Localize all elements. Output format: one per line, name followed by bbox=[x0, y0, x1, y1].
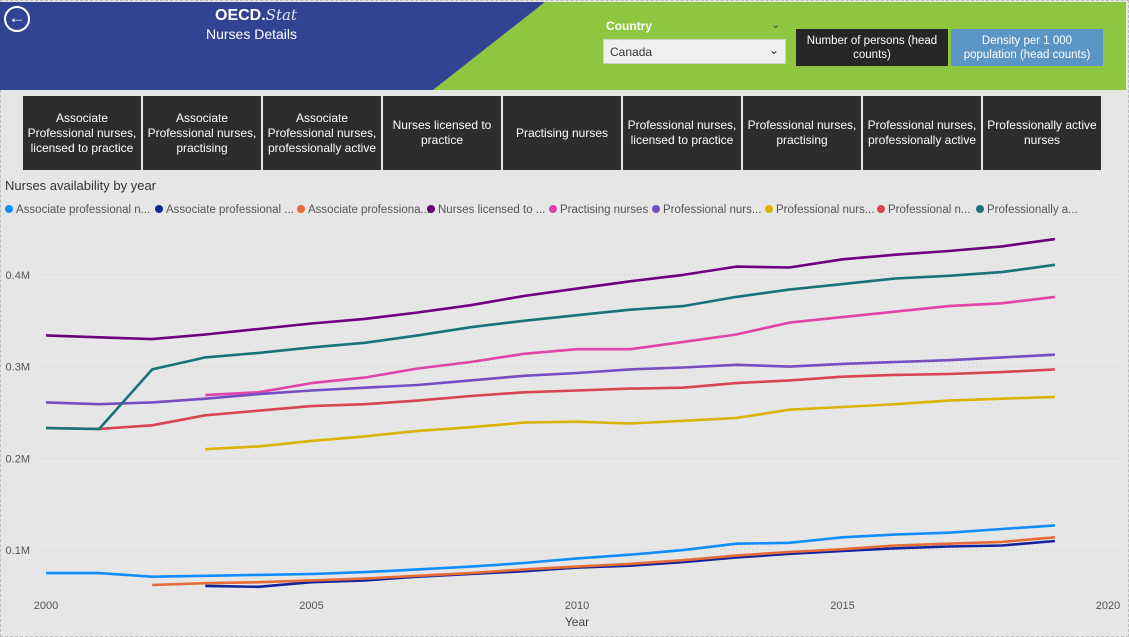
legend-label: Professionally a... bbox=[987, 204, 1078, 216]
series-line-1[interactable] bbox=[205, 539, 1056, 589]
category-button[interactable]: Associate Professional nurses, professio… bbox=[263, 96, 381, 170]
category-button[interactable]: Professionally active nurses bbox=[983, 96, 1101, 170]
chevron-down-icon[interactable]: ⌄ bbox=[771, 19, 781, 31]
x-axis-title: Year bbox=[565, 615, 589, 629]
y-tick-label: 0.3M bbox=[6, 362, 30, 374]
oecd-stat-logo: OECD.Stat bbox=[215, 6, 297, 24]
x-tick-label: 2000 bbox=[34, 600, 58, 612]
series-line-6[interactable] bbox=[205, 395, 1055, 451]
x-tick-label: 2005 bbox=[299, 600, 323, 612]
measure-button-head-counts[interactable]: Number of persons (head counts) bbox=[796, 29, 948, 66]
legend-item[interactable]: Associate professional n... bbox=[5, 204, 150, 216]
legend-label: Practising nurses bbox=[560, 204, 649, 216]
legend-label: Professional nurs... bbox=[776, 204, 875, 216]
category-button[interactable]: Nurses licensed to practice bbox=[383, 96, 501, 170]
legend-dot bbox=[976, 205, 984, 213]
x-tick-label: 2010 bbox=[565, 600, 589, 612]
legend-dot bbox=[877, 205, 885, 213]
category-button[interactable]: Practising nurses bbox=[503, 96, 621, 170]
y-tick-label: 0.2M bbox=[6, 453, 30, 465]
x-tick-label: 2020 bbox=[1096, 600, 1120, 612]
legend-label: Professional n... bbox=[888, 204, 971, 216]
legend-item[interactable]: Professionally a... bbox=[976, 204, 1078, 216]
header-blue-band bbox=[0, 2, 545, 90]
legend-dot bbox=[549, 205, 557, 213]
category-button[interactable]: Associate Professional nurses, licensed … bbox=[23, 96, 141, 170]
y-tick-label: 0.1M bbox=[6, 545, 30, 557]
category-button[interactable]: Associate Professional nurses, practisin… bbox=[143, 96, 261, 170]
legend-dot bbox=[652, 205, 660, 213]
back-arrow-icon[interactable]: ← bbox=[4, 6, 30, 32]
legend-dot bbox=[5, 205, 13, 213]
series-line-8[interactable] bbox=[45, 263, 1056, 431]
country-selected-value: Canada bbox=[610, 45, 653, 59]
legend-dot bbox=[765, 205, 773, 213]
legend-item[interactable]: Associate professiona... bbox=[297, 204, 430, 216]
category-button[interactable]: Professional nurses, licensed to practic… bbox=[623, 96, 741, 170]
chart-legend: Associate professional n... Associate pr… bbox=[5, 204, 1125, 220]
legend-item[interactable]: Nurses licensed to ... bbox=[427, 204, 545, 216]
series-line-3[interactable] bbox=[45, 237, 1056, 341]
series-line-0[interactable] bbox=[46, 524, 1055, 579]
page-title: Nurses Details bbox=[206, 26, 298, 42]
legend-dot bbox=[155, 205, 163, 213]
legend-item[interactable]: Practising nurses bbox=[549, 204, 648, 216]
legend-label: Associate professional ... bbox=[166, 204, 294, 216]
axis-layer: Year 0.1M 0.2M 0.3M 0.4M 2000 2005 2010 2015 202… bbox=[6, 270, 1121, 629]
series-line-7[interactable] bbox=[45, 368, 1055, 431]
legend-dot bbox=[427, 205, 435, 213]
legend-item[interactable]: Professional nurs... bbox=[765, 204, 874, 216]
legend-label: Nurses licensed to ... bbox=[438, 204, 546, 216]
category-button[interactable]: Professional nurses, professionally acti… bbox=[863, 96, 981, 170]
chart-title: Nurses availability by year bbox=[5, 178, 157, 193]
y-tick-label: 0.4M bbox=[6, 270, 30, 282]
measure-button-density[interactable]: Density per 1 000 population (head count… bbox=[951, 29, 1103, 66]
series-line-5[interactable] bbox=[45, 353, 1055, 406]
country-dropdown[interactable]: Canada ⌄ bbox=[603, 39, 786, 64]
x-tick-label: 2015 bbox=[830, 600, 854, 612]
category-button[interactable]: Professional nurses, practising bbox=[743, 96, 861, 170]
legend-label: Associate professional n... bbox=[16, 204, 151, 216]
report-header: ← OECD.Stat Nurses Details Country ⌄ Can… bbox=[0, 0, 1129, 90]
country-filter-label: Country bbox=[606, 19, 652, 33]
legend-dot bbox=[297, 205, 305, 213]
legend-item[interactable]: Professional n... bbox=[877, 204, 970, 216]
legend-item[interactable]: Professional nurs... bbox=[652, 204, 761, 216]
legend-label: Professional nurs... bbox=[663, 204, 762, 216]
chevron-down-icon: ⌄ bbox=[768, 43, 779, 57]
series-line-4[interactable] bbox=[205, 295, 1056, 397]
legend-label: Associate professiona... bbox=[308, 204, 431, 216]
series-line-2[interactable] bbox=[152, 536, 1056, 587]
series-layer bbox=[45, 237, 1056, 589]
legend-item[interactable]: Associate professional ... bbox=[155, 204, 294, 216]
